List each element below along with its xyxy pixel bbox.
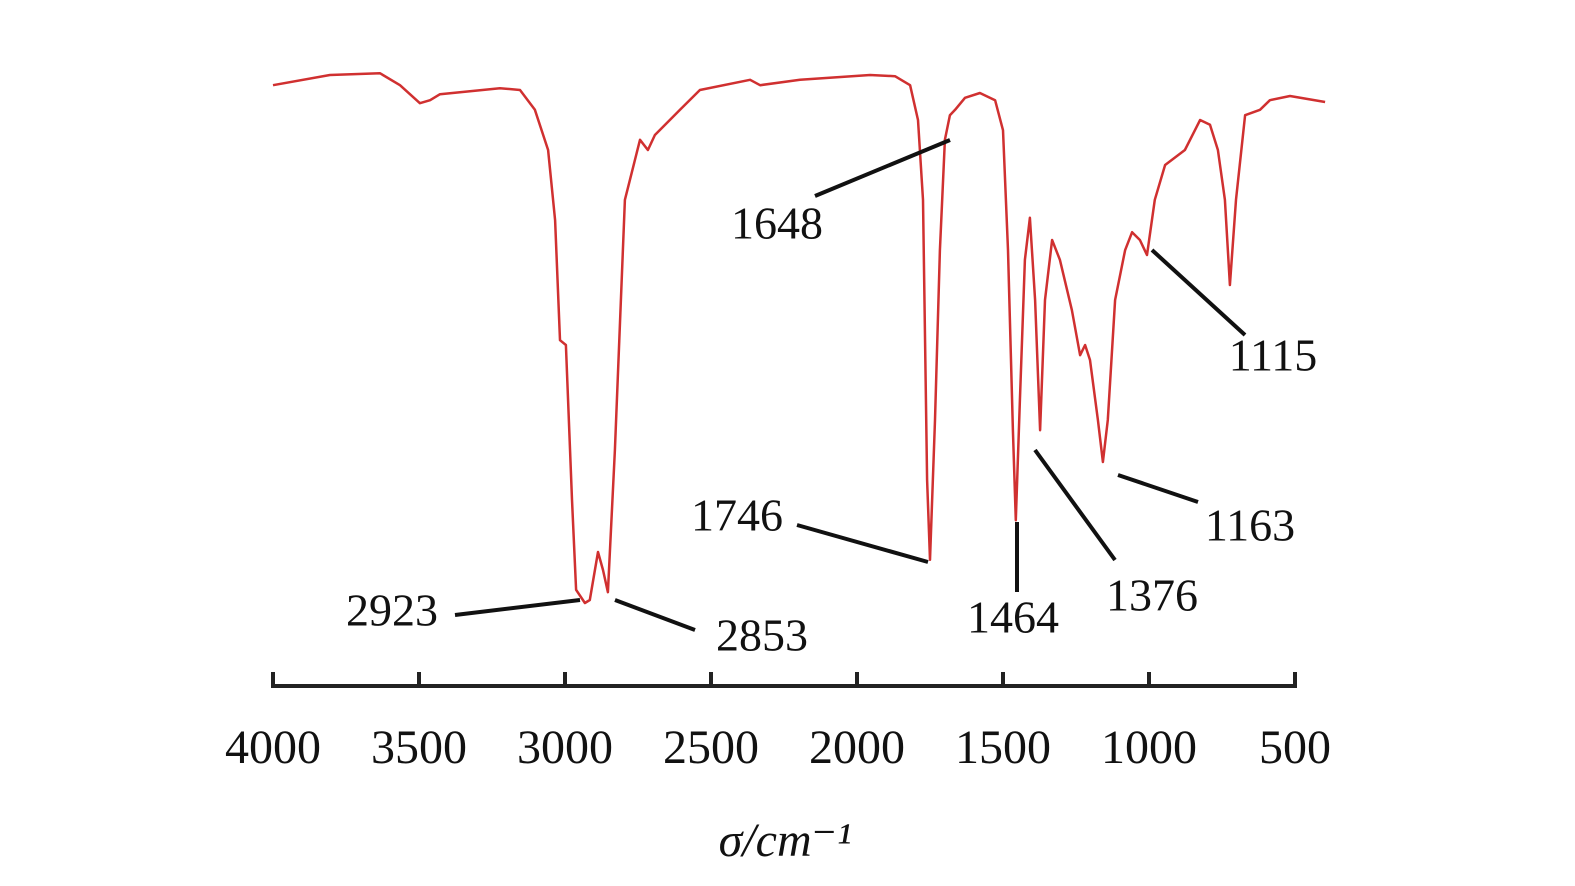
annotation: 1376 [1106, 570, 1198, 621]
x-tick-label: 2000 [809, 721, 905, 774]
annotation: 1163 [1205, 500, 1295, 551]
annotation-leader [814, 138, 951, 198]
annotation: 1746 [691, 490, 783, 541]
annotation: 1648 [731, 198, 823, 249]
x-tick-label: 4000 [225, 721, 321, 774]
x-tick-label: 1500 [955, 721, 1051, 774]
annotation-leader [454, 598, 581, 617]
x-axis-label: σ/cm⁻¹ [719, 814, 852, 867]
annotation-leader [1117, 473, 1199, 504]
x-tick-label: 3500 [371, 721, 467, 774]
annotation: 2923 [346, 585, 438, 636]
annotation: 1464 [967, 592, 1059, 643]
annotation-leader [1150, 248, 1247, 337]
annotation-leader [1033, 448, 1117, 562]
annotation-leader [614, 598, 696, 632]
x-tick-label: 500 [1259, 721, 1331, 774]
annotation: 1115 [1229, 330, 1318, 381]
x-tick-label: 3000 [517, 721, 613, 774]
annotation: 2853 [716, 610, 808, 661]
x-tick-label: 2500 [663, 721, 759, 774]
spectrum-line [272, 71, 1326, 605]
x-tick-label: 1000 [1101, 721, 1197, 774]
annotation-leader [796, 523, 929, 564]
